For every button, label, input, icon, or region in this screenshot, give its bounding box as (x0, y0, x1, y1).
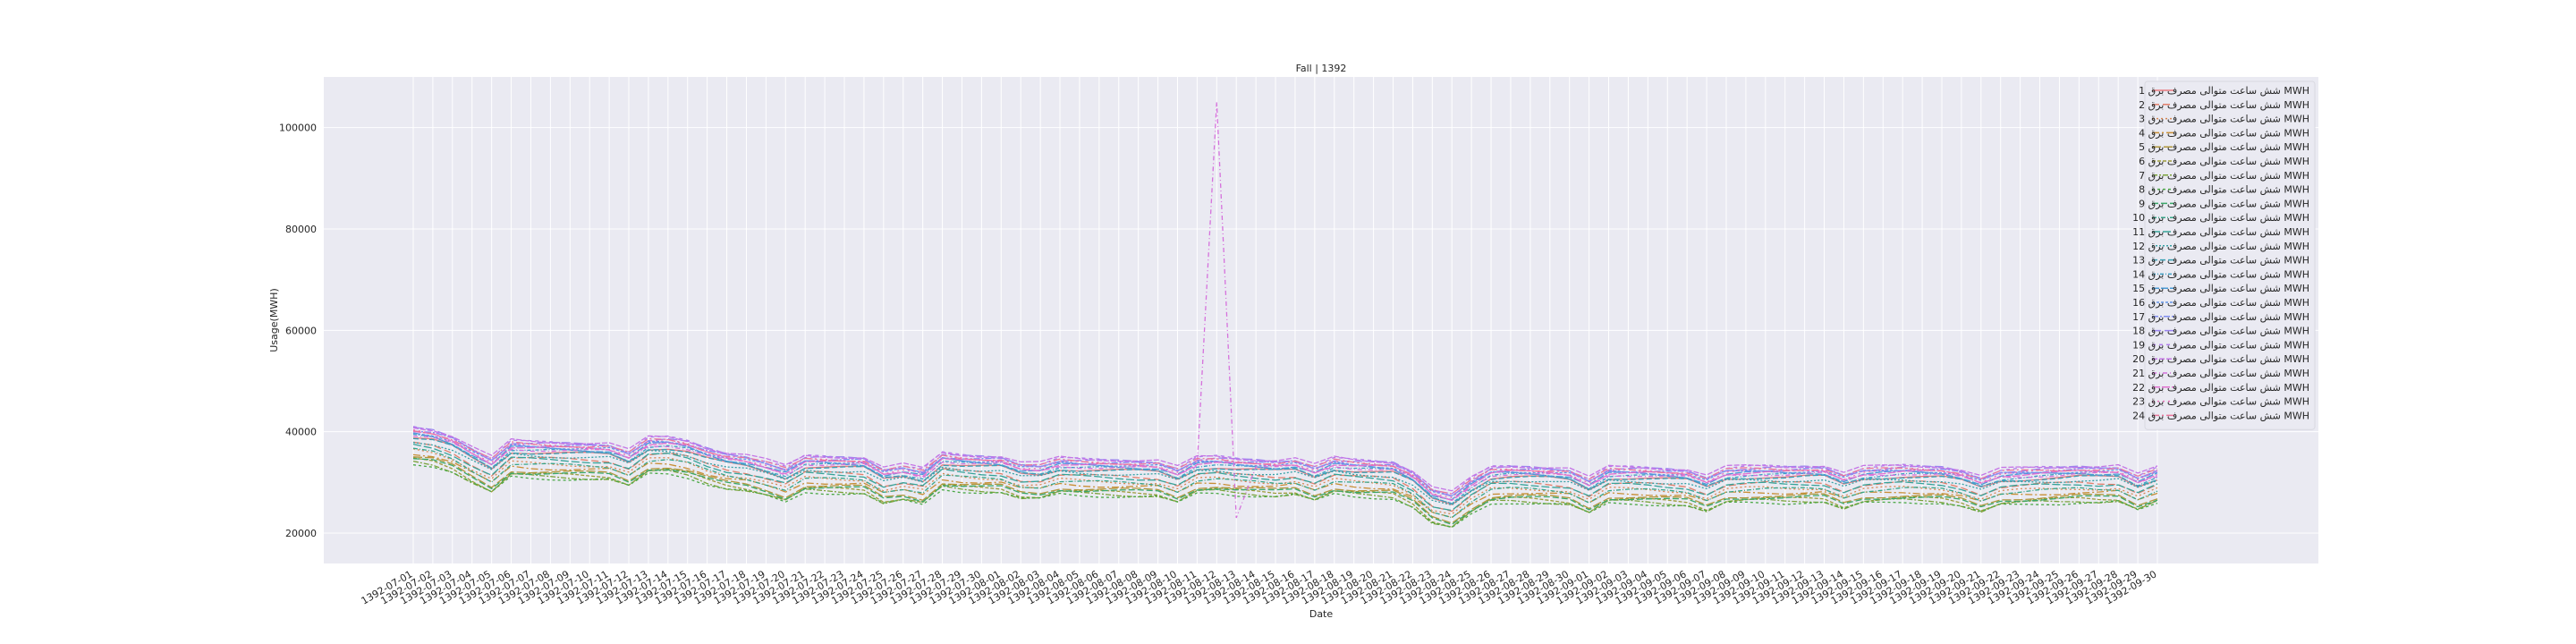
legend-label: شش ساعت متوالی مصرف برق 18 MWH (2132, 326, 2309, 337)
series-lines (412, 102, 2158, 529)
series-line (412, 456, 2158, 524)
legend-label: شش ساعت متوالی مصرف برق 1 MWH (2139, 85, 2309, 97)
y-tick-label: 60000 (285, 325, 317, 336)
series-line (412, 428, 2158, 499)
legend-label: شش ساعت متوالی مصرف برق 6 MWH (2139, 156, 2309, 167)
legend-label: شش ساعت متوالی مصرف برق 22 MWH (2132, 382, 2309, 394)
series-line (412, 432, 2158, 501)
y-tick-label: 80000 (285, 224, 317, 235)
legend-label: شش ساعت متوالی مصرف برق 13 MWH (2132, 255, 2309, 267)
legend-label: شش ساعت متوالی مصرف برق 24 MWH (2132, 410, 2309, 421)
x-axis-label: Date (1309, 608, 1334, 620)
legend-label: شش ساعت متوالی مصرف برق 4 MWH (2139, 127, 2309, 139)
y-tick-label: 100000 (279, 123, 317, 134)
legend: شش ساعت متوالی مصرف برق 1 MWH شش ساعت متو… (2132, 80, 2316, 430)
series-line (412, 429, 2158, 495)
x-tick-labels: 1392-07-011392-07-021392-07-031392-07-04… (360, 568, 2159, 606)
y-axis-label: Usage(MWH) (268, 288, 280, 352)
legend-label: شش ساعت متوالی مصرف برق 11 MWH (2132, 226, 2309, 238)
legend-label: شش ساعت متوالی مصرف برق 8 MWH (2139, 184, 2309, 196)
legend-label: شش ساعت متوالی مصرف برق 17 MWH (2132, 311, 2309, 323)
series-line (412, 426, 2158, 495)
legend-label: شش ساعت متوالی مصرف برق 14 MWH (2132, 268, 2309, 280)
legend-label: شش ساعت متوالی مصرف برق 2 MWH (2139, 99, 2309, 111)
series-line (412, 427, 2158, 492)
legend-label: شش ساعت متوالی مصرف برق 16 MWH (2132, 297, 2309, 309)
plot-background (324, 77, 2318, 564)
series-line (412, 460, 2158, 528)
legend-label: شش ساعت متوالی مصرف برق 19 MWH (2132, 339, 2309, 351)
series-line (412, 458, 2158, 526)
legend-label: شش ساعت متوالی مصرف برق 12 MWH (2132, 241, 2309, 252)
legend-label: شش ساعت متوالی مصرف برق 3 MWH (2139, 114, 2309, 125)
chart-title: Fall | 1392 (1296, 63, 1347, 74)
legend-label: شش ساعت متوالی مصرف برق 5 MWH (2139, 141, 2309, 153)
legend-label: شش ساعت متوالی مصرف برق 15 MWH (2132, 283, 2309, 294)
y-tick-label: 20000 (285, 528, 317, 539)
legend-label: شش ساعت متوالی مصرف برق 9 MWH (2139, 198, 2309, 209)
legend-label: شش ساعت متوالی مصرف برق 23 MWH (2132, 396, 2309, 408)
legend-label: شش ساعت متوالی مصرف برق 7 MWH (2139, 170, 2309, 182)
y-tick-labels: 20000 40000 60000 80000 100000 (279, 123, 317, 539)
series-line (412, 433, 2158, 504)
legend-box (2144, 80, 2316, 430)
y-tick-label: 40000 (285, 427, 317, 438)
series-line (412, 447, 2158, 519)
legend-label: شش ساعت متوالی مصرف برق 10 MWH (2132, 212, 2309, 224)
series-line (412, 443, 2158, 512)
legend-label: شش ساعت متوالی مصرف برق 21 MWH (2132, 368, 2309, 379)
legend-label: شش ساعت متوالی مصرف برق 20 MWH (2132, 353, 2309, 365)
series-line (412, 442, 2158, 506)
series-line (412, 464, 2158, 529)
